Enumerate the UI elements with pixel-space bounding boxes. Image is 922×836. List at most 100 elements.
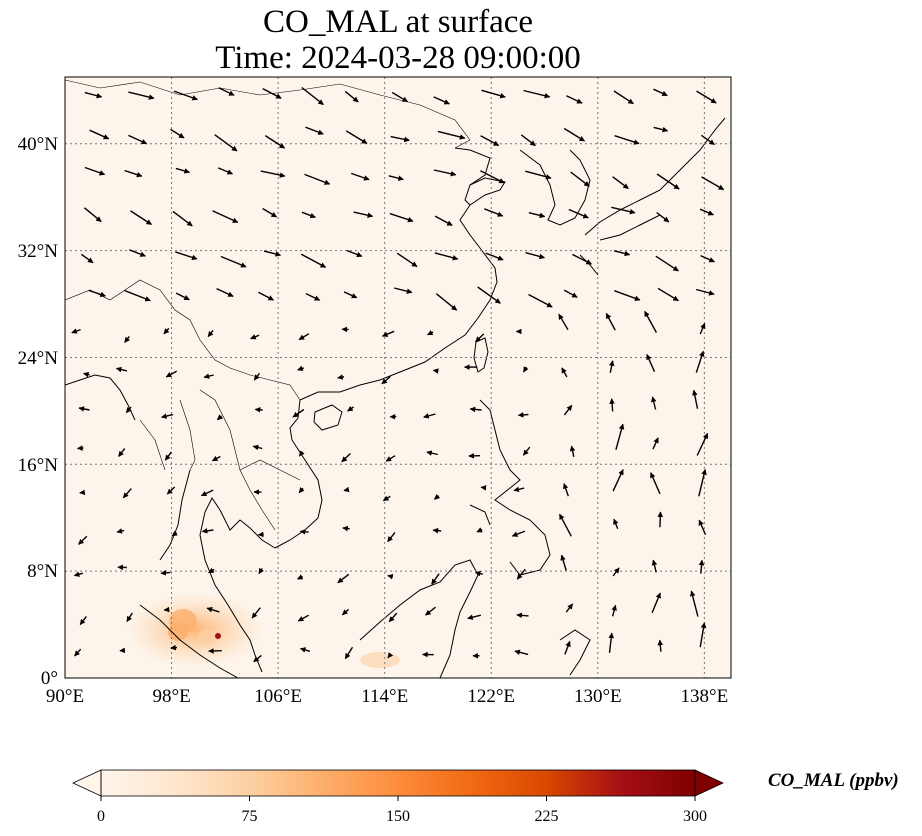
colorbar: 0 75 150 225 300 xyxy=(72,769,724,825)
wind-arrow-icon xyxy=(566,95,583,104)
wind-arrow-icon xyxy=(126,612,133,622)
wind-arrow-icon xyxy=(434,215,453,227)
wind-arrow-icon xyxy=(571,253,592,265)
wind-arrow-icon xyxy=(467,614,481,620)
wind-arrow-icon xyxy=(390,135,410,143)
wind-arrow-icon xyxy=(695,288,715,296)
wind-arrow-icon xyxy=(611,206,636,215)
wind-arrow-icon xyxy=(172,210,193,227)
wind-arrow-icon xyxy=(388,612,398,623)
wind-arrow-icon xyxy=(517,412,529,418)
wind-arrow-icon xyxy=(381,375,391,385)
wind-arrow-icon xyxy=(164,451,172,461)
wind-arrow-icon xyxy=(263,250,282,257)
wind-arrow-icon xyxy=(644,310,658,333)
wind-arrow-icon xyxy=(83,371,90,378)
wind-arrow-icon xyxy=(299,647,311,653)
wind-arrow-icon xyxy=(129,249,146,257)
wind-arrow-icon xyxy=(700,134,715,146)
wind-arrow-icon xyxy=(173,90,198,101)
wind-arrow-icon xyxy=(476,527,483,533)
wind-arrow-icon xyxy=(477,286,501,304)
wind-arrow-icon xyxy=(469,406,482,413)
wind-arrow-icon xyxy=(568,208,589,219)
wind-arrow-icon xyxy=(122,488,132,499)
map-title-line2: Time: 2024-03-28 09:00:00 xyxy=(215,40,581,76)
wind-arrow-icon xyxy=(125,406,132,414)
wind-arrow-icon xyxy=(396,252,418,268)
wind-arrow-icon xyxy=(217,167,234,175)
wind-arrow-icon xyxy=(528,293,553,308)
wind-arrow-icon xyxy=(653,88,668,97)
wind-arrow-icon xyxy=(304,173,331,185)
wind-arrow-icon xyxy=(297,614,310,622)
wind-arrow-icon xyxy=(79,615,87,626)
wind-arrow-icon xyxy=(563,289,578,298)
wind-arrow-icon xyxy=(77,445,84,451)
wind-arrow-icon xyxy=(692,389,699,409)
wind-arrow-icon xyxy=(83,207,102,223)
wind-arrow-icon xyxy=(212,210,239,224)
wind-arrow-icon xyxy=(128,134,148,145)
lat-tick-label: 0° xyxy=(41,668,58,689)
colorbar-label: CO_MAL (ppbv) xyxy=(768,770,899,791)
wind-arrow-icon xyxy=(207,329,214,338)
wind-arrow-icon xyxy=(522,366,529,373)
wind-arrow-icon xyxy=(516,612,529,619)
wind-arrow-icon xyxy=(166,486,176,495)
wind-arrow-icon xyxy=(394,287,413,294)
wind-arrow-icon xyxy=(650,472,661,495)
wind-arrow-icon xyxy=(175,292,190,301)
wind-arrow-icon xyxy=(646,353,656,372)
wind-arrow-icon xyxy=(252,444,263,451)
wind-arrow-icon xyxy=(341,452,351,463)
wind-arrow-icon xyxy=(251,607,261,619)
wind-arrow-icon xyxy=(612,567,620,577)
wind-arrow-icon xyxy=(689,590,699,617)
wind-arrow-icon xyxy=(426,329,434,336)
wind-arrow-icon xyxy=(342,525,350,532)
wind-arrow-icon xyxy=(701,176,725,191)
wind-arrow-icon xyxy=(301,211,316,219)
wind-arrow-icon xyxy=(656,211,670,223)
wind-arrow-icon xyxy=(387,652,394,659)
wind-arrow-icon xyxy=(200,489,214,497)
wind-arrow-icon xyxy=(651,559,658,573)
wind-arrow-icon xyxy=(513,486,525,493)
wind-arrow-icon xyxy=(124,289,151,302)
wind-arrow-icon xyxy=(614,290,641,301)
wind-arrow-icon xyxy=(435,293,458,311)
wind-arrow-icon xyxy=(387,574,394,580)
wind-arrow-icon xyxy=(391,91,409,103)
wind-arrow-icon xyxy=(220,255,247,268)
wind-arrow-icon xyxy=(343,486,350,493)
colorbar-tick-label: 0 xyxy=(97,808,105,825)
wind-arrow-icon xyxy=(484,208,504,217)
wind-arrow-icon xyxy=(337,374,345,380)
colorbar-extend-min xyxy=(72,769,102,797)
wind-arrow-icon xyxy=(88,289,106,298)
wind-arrow-icon xyxy=(170,128,185,139)
wind-arrow-icon xyxy=(387,531,396,543)
wind-arrow-icon xyxy=(650,396,657,410)
map-background xyxy=(65,77,731,678)
wind-arrow-icon xyxy=(350,172,370,181)
wind-vector-field xyxy=(71,86,725,663)
wind-arrow-icon xyxy=(528,212,546,219)
wind-arrow-icon xyxy=(434,252,459,261)
wind-arrow-icon xyxy=(343,291,358,299)
wind-arrow-icon xyxy=(558,513,572,537)
wind-arrow-icon xyxy=(344,646,354,660)
wind-arrow-icon xyxy=(216,287,234,298)
wind-arrow-icon xyxy=(353,211,374,218)
wind-arrow-icon xyxy=(73,571,84,577)
wind-arrow-icon xyxy=(385,455,396,462)
wind-arrow-icon xyxy=(260,170,286,178)
colorbar-gradient xyxy=(101,770,695,796)
wind-arrow-icon xyxy=(297,365,305,371)
wind-arrow-icon xyxy=(299,529,309,535)
lat-tick-label: 32°N xyxy=(18,241,59,262)
wind-arrow-icon xyxy=(696,90,717,104)
wind-arrow-icon xyxy=(434,493,441,500)
